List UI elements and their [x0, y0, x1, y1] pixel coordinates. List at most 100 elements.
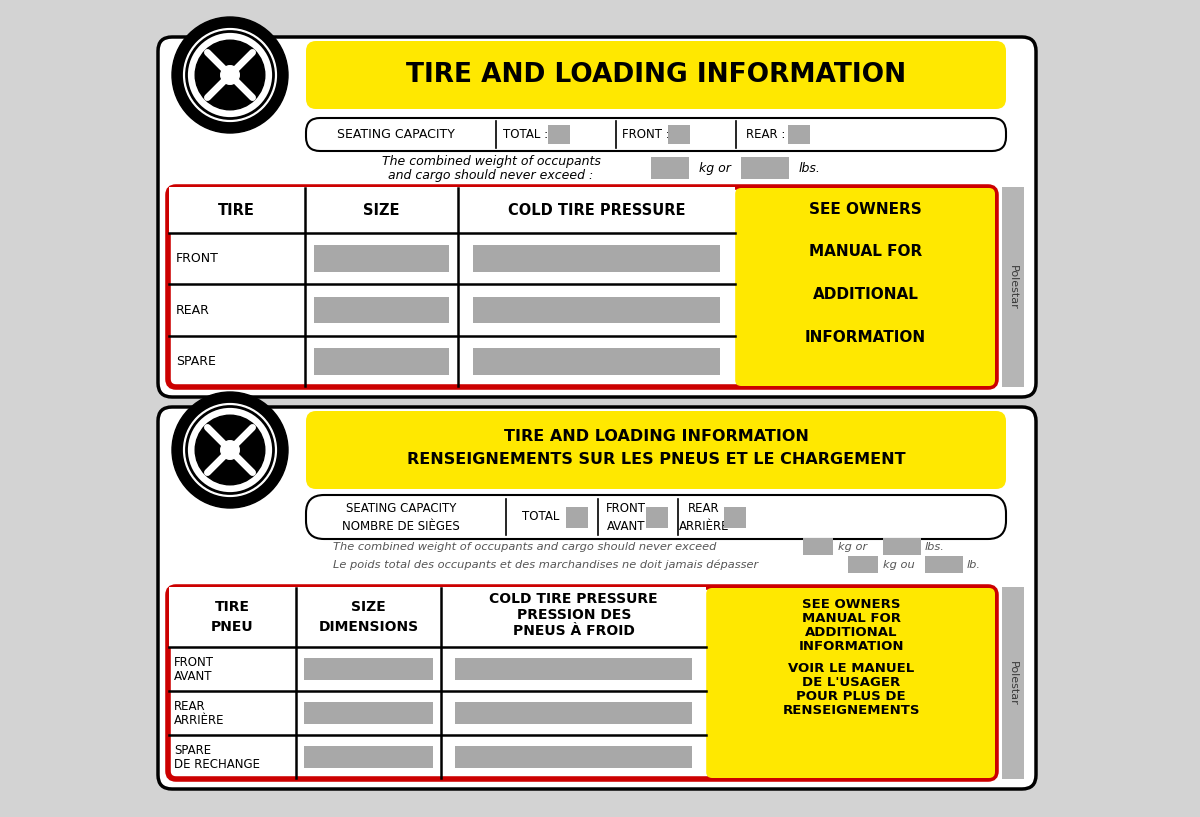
Text: NOMBRE DE SIÈGES: NOMBRE DE SIÈGES	[342, 520, 460, 533]
FancyBboxPatch shape	[706, 588, 995, 778]
Text: DE L'USAGER: DE L'USAGER	[802, 676, 900, 690]
Bar	[305, 658, 433, 680]
Text: SIZE: SIZE	[352, 600, 386, 614]
Text: ARRIÈRE: ARRIÈRE	[679, 520, 730, 533]
Text: FRONT: FRONT	[176, 252, 218, 266]
Text: Le poids total des occupants et des marchandises ne doit jamais dépasser: Le poids total des occupants et des marc…	[334, 560, 758, 570]
Text: Polestar: Polestar	[1008, 265, 1018, 310]
Text: SPARE: SPARE	[176, 355, 216, 368]
Text: and cargo should never exceed :: and cargo should never exceed :	[389, 168, 594, 181]
Text: PNEU: PNEU	[211, 620, 253, 634]
FancyBboxPatch shape	[306, 495, 1006, 539]
Text: REAR: REAR	[174, 699, 205, 712]
Text: TIRE: TIRE	[218, 203, 254, 217]
Bar	[803, 538, 833, 555]
Bar	[455, 658, 692, 680]
Text: Polestar: Polestar	[1008, 661, 1018, 705]
Text: DE RECHANGE: DE RECHANGE	[174, 757, 260, 770]
Text: RENSEIGNEMENTS SUR LES PNEUS ET LE CHARGEMENT: RENSEIGNEMENTS SUR LES PNEUS ET LE CHARG…	[407, 452, 905, 467]
Circle shape	[196, 40, 265, 109]
Text: INFORMATION: INFORMATION	[798, 641, 904, 654]
Bar	[848, 556, 878, 573]
Bar	[313, 297, 449, 324]
Text: TOTAL :: TOTAL :	[504, 128, 548, 141]
FancyBboxPatch shape	[306, 41, 1006, 109]
Circle shape	[221, 440, 239, 459]
Bar	[313, 348, 449, 375]
Bar	[566, 507, 588, 528]
Text: SEATING CAPACITY: SEATING CAPACITY	[337, 128, 455, 141]
Bar	[169, 187, 736, 233]
Circle shape	[172, 392, 288, 508]
Text: POUR PLUS DE: POUR PLUS DE	[797, 690, 906, 703]
Text: SEE OWNERS: SEE OWNERS	[802, 599, 900, 611]
FancyBboxPatch shape	[158, 37, 1036, 397]
Bar	[548, 125, 570, 144]
Bar	[1002, 187, 1024, 387]
Bar	[455, 746, 692, 768]
Text: FRONT: FRONT	[606, 502, 646, 515]
Bar	[883, 538, 922, 555]
Text: REAR: REAR	[688, 502, 720, 515]
Bar	[313, 245, 449, 272]
Text: COLD TIRE PRESSURE: COLD TIRE PRESSURE	[508, 203, 685, 217]
Bar	[473, 245, 720, 272]
Text: RENSEIGNEMENTS: RENSEIGNEMENTS	[782, 704, 920, 717]
Bar	[650, 157, 689, 179]
FancyBboxPatch shape	[168, 587, 996, 779]
Text: INFORMATION: INFORMATION	[805, 330, 926, 345]
Text: DIMENSIONS: DIMENSIONS	[319, 620, 419, 634]
FancyBboxPatch shape	[736, 188, 995, 386]
Text: FRONT :: FRONT :	[622, 128, 670, 141]
Bar	[455, 702, 692, 724]
Text: VOIR LE MANUEL: VOIR LE MANUEL	[788, 663, 914, 676]
FancyBboxPatch shape	[306, 118, 1006, 151]
FancyBboxPatch shape	[168, 187, 996, 387]
Text: ARRIÈRE: ARRIÈRE	[174, 713, 224, 726]
Text: AVANT: AVANT	[607, 520, 646, 533]
Text: MANUAL FOR: MANUAL FOR	[809, 244, 923, 259]
Bar	[925, 556, 964, 573]
Circle shape	[184, 404, 276, 497]
Text: AVANT: AVANT	[174, 669, 212, 682]
Text: SEATING CAPACITY: SEATING CAPACITY	[346, 502, 456, 515]
Text: SIZE: SIZE	[362, 203, 400, 217]
Text: REAR: REAR	[176, 303, 210, 316]
Text: lbs.: lbs.	[799, 162, 821, 175]
Text: SEE OWNERS: SEE OWNERS	[809, 202, 922, 217]
Text: kg or: kg or	[838, 542, 868, 552]
Bar	[305, 746, 433, 768]
Text: ADDITIONAL: ADDITIONAL	[805, 627, 898, 640]
Circle shape	[184, 29, 276, 122]
Text: PNEUS À FROID: PNEUS À FROID	[512, 624, 635, 638]
Text: REAR :: REAR :	[746, 128, 786, 141]
Text: TIRE AND LOADING INFORMATION: TIRE AND LOADING INFORMATION	[406, 62, 906, 88]
Bar	[473, 297, 720, 324]
Text: TIRE AND LOADING INFORMATION: TIRE AND LOADING INFORMATION	[504, 428, 809, 444]
Circle shape	[172, 17, 288, 133]
FancyBboxPatch shape	[306, 411, 1006, 489]
Bar	[724, 507, 746, 528]
Text: lbs.: lbs.	[925, 542, 944, 552]
Bar	[169, 587, 706, 647]
Bar	[646, 507, 668, 528]
Text: ADDITIONAL: ADDITIONAL	[812, 288, 918, 302]
Text: The combined weight of occupants and cargo should never exceed: The combined weight of occupants and car…	[334, 542, 716, 552]
Text: kg or: kg or	[698, 162, 731, 175]
Bar	[668, 125, 690, 144]
Bar	[305, 702, 433, 724]
Text: lb.: lb.	[967, 560, 982, 570]
Circle shape	[221, 65, 239, 84]
Text: SPARE: SPARE	[174, 743, 211, 757]
Text: TOTAL: TOTAL	[522, 511, 559, 524]
Text: COLD TIRE PRESSURE: COLD TIRE PRESSURE	[490, 592, 658, 606]
Text: TIRE: TIRE	[215, 600, 250, 614]
Bar	[742, 157, 790, 179]
Bar	[473, 348, 720, 375]
Text: FRONT: FRONT	[174, 655, 214, 668]
Text: MANUAL FOR: MANUAL FOR	[802, 613, 900, 626]
Bar	[788, 125, 810, 144]
Bar	[1002, 587, 1024, 779]
Circle shape	[196, 415, 265, 484]
Text: kg ou: kg ou	[883, 560, 914, 570]
